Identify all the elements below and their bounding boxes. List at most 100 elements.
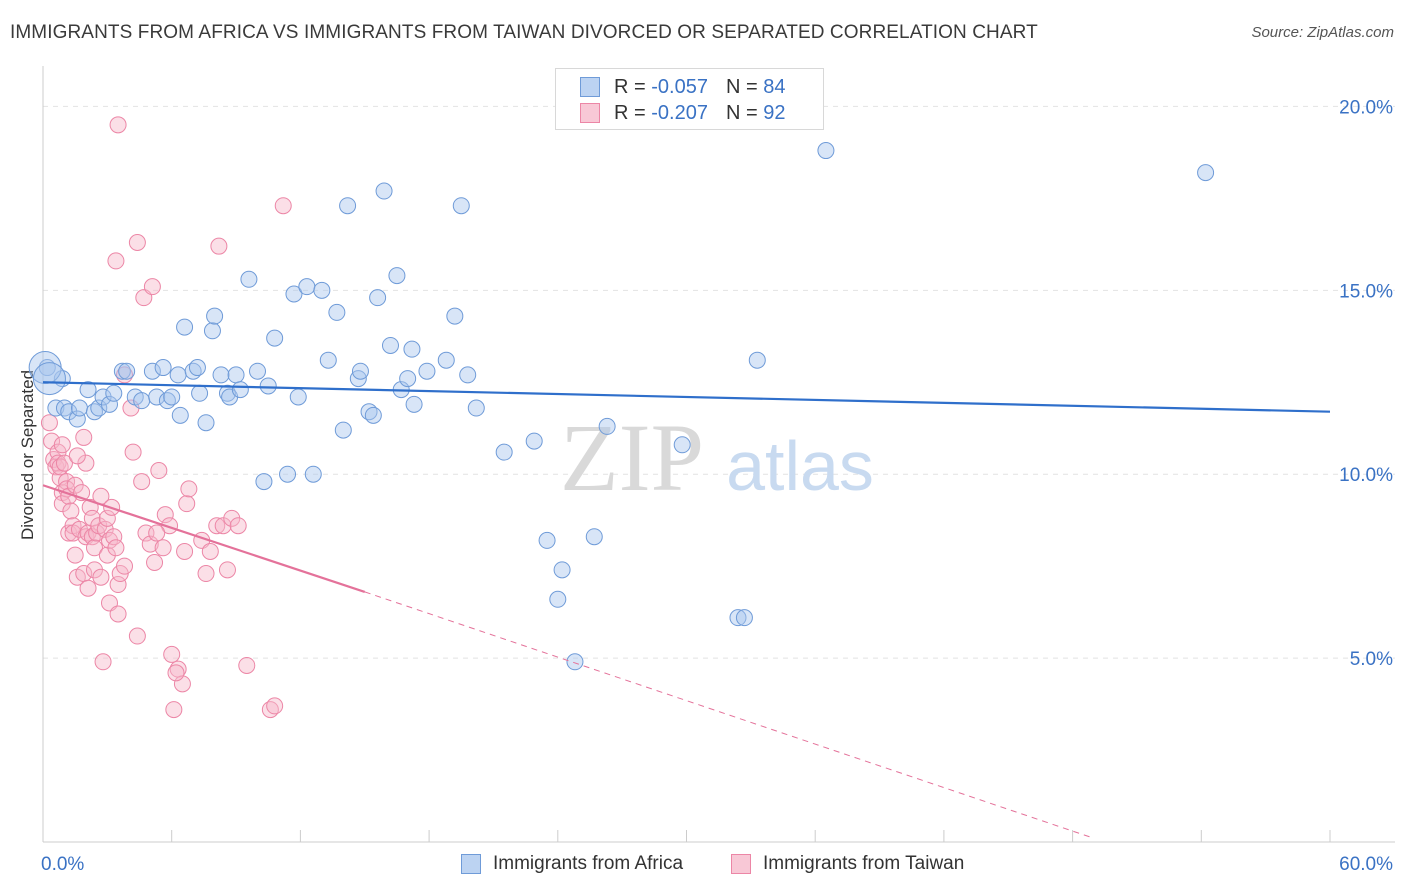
africa-points xyxy=(28,142,1215,671)
taiwan-point xyxy=(128,627,146,645)
africa-trend-line xyxy=(42,381,1331,413)
africa-point xyxy=(399,370,417,388)
taiwan-trend-line xyxy=(42,484,366,593)
taiwan-point xyxy=(43,432,61,450)
taiwan-point xyxy=(124,443,142,461)
africa-point xyxy=(351,362,369,380)
africa-point xyxy=(375,182,393,200)
taiwan-point xyxy=(66,546,84,564)
watermark-zip: ZIP xyxy=(560,404,704,511)
taiwan-point xyxy=(167,664,185,682)
taiwan-point xyxy=(266,697,284,715)
gridlines xyxy=(43,105,1395,659)
watermark-atlas: atlas xyxy=(726,427,874,505)
taiwan-point xyxy=(98,546,116,564)
taiwan-point xyxy=(75,428,93,446)
africa-point xyxy=(298,278,316,296)
africa-point xyxy=(403,340,421,358)
africa-point xyxy=(364,406,382,424)
africa-point xyxy=(154,359,172,377)
taiwan-n-label: N = xyxy=(725,101,758,124)
africa-point xyxy=(495,443,513,461)
africa-point xyxy=(227,366,245,384)
africa-point xyxy=(381,336,399,354)
africa-point xyxy=(735,609,753,627)
africa-point xyxy=(240,270,258,288)
africa-point xyxy=(60,403,78,421)
taiwan-r-value: -0.207 xyxy=(651,101,708,124)
taiwan-point xyxy=(141,535,159,553)
africa-point xyxy=(279,465,297,483)
axes xyxy=(42,66,1395,843)
stats-legend: R = -0.057 N = 84 R = -0.207 N = 92 xyxy=(555,68,824,130)
taiwan-point xyxy=(107,539,125,557)
y-tick-label: 10.0% xyxy=(1339,465,1393,486)
africa-point xyxy=(118,362,136,380)
taiwan-point xyxy=(180,480,198,498)
taiwan-point xyxy=(210,237,228,255)
africa-point xyxy=(105,384,123,402)
africa-point xyxy=(212,366,230,384)
africa-point xyxy=(249,362,266,380)
africa-point xyxy=(388,267,406,285)
africa-point xyxy=(418,362,436,380)
taiwan-point xyxy=(165,701,183,719)
africa-point xyxy=(163,388,181,406)
africa-point xyxy=(304,465,322,483)
africa-n-label: N = xyxy=(725,75,758,98)
bottom-legend-africa: Immigrants from Africa xyxy=(461,852,683,876)
taiwan-point xyxy=(40,414,58,432)
taiwan-point xyxy=(201,542,219,560)
africa-point xyxy=(452,197,470,215)
taiwan-point xyxy=(128,234,146,252)
africa-point xyxy=(206,307,224,325)
taiwan-point xyxy=(77,454,95,472)
africa-point xyxy=(566,653,584,671)
taiwan-point xyxy=(58,473,76,491)
trend-lines xyxy=(42,381,1331,839)
taiwan-point xyxy=(218,561,236,579)
africa-point xyxy=(171,406,189,424)
taiwan-point xyxy=(229,517,247,535)
africa-point xyxy=(553,561,571,579)
bottom-taiwan-label: Immigrants from Taiwan xyxy=(763,853,965,874)
taiwan-point xyxy=(197,565,215,583)
africa-n-value: 84 xyxy=(763,75,786,98)
bottom-taiwan-swatch xyxy=(731,854,751,874)
taiwan-point xyxy=(208,517,226,535)
africa-point xyxy=(817,142,835,160)
taiwan-point xyxy=(178,495,196,513)
africa-point xyxy=(369,289,387,307)
source-label: Source: ZipAtlas.com xyxy=(1251,24,1394,41)
watermark: ZIP atlas xyxy=(560,404,874,511)
africa-point xyxy=(285,285,303,303)
africa-point xyxy=(259,377,277,395)
taiwan-point xyxy=(214,517,232,535)
africa-point xyxy=(113,362,131,380)
africa-point xyxy=(673,436,691,454)
taiwan-point xyxy=(173,675,191,693)
taiwan-point xyxy=(133,473,151,491)
africa-point xyxy=(339,197,357,215)
africa-point xyxy=(319,351,337,369)
africa-r-label: R = xyxy=(614,75,646,98)
tick-labels: 5.0% 10.0% 15.0% 20.0% 0.0% 60.0% xyxy=(41,97,1393,875)
x-tick-label: 0.0% xyxy=(41,854,84,875)
taiwan-point xyxy=(85,539,103,557)
taiwan-point xyxy=(116,557,134,575)
africa-point xyxy=(446,307,464,325)
legend-row-taiwan: R = -0.207 N = 92 xyxy=(580,101,785,125)
africa-point xyxy=(47,399,65,417)
africa-point xyxy=(176,318,194,336)
africa-point xyxy=(143,362,161,380)
africa-point xyxy=(313,281,331,299)
taiwan-point xyxy=(62,502,80,520)
africa-point xyxy=(538,531,556,549)
taiwan-point xyxy=(154,539,172,557)
taiwan-point xyxy=(55,454,73,472)
legend-row-africa: R = -0.057 N = 84 xyxy=(580,75,785,99)
africa-point xyxy=(549,590,567,608)
taiwan-r-label: R = xyxy=(614,101,646,124)
africa-point xyxy=(289,388,307,406)
